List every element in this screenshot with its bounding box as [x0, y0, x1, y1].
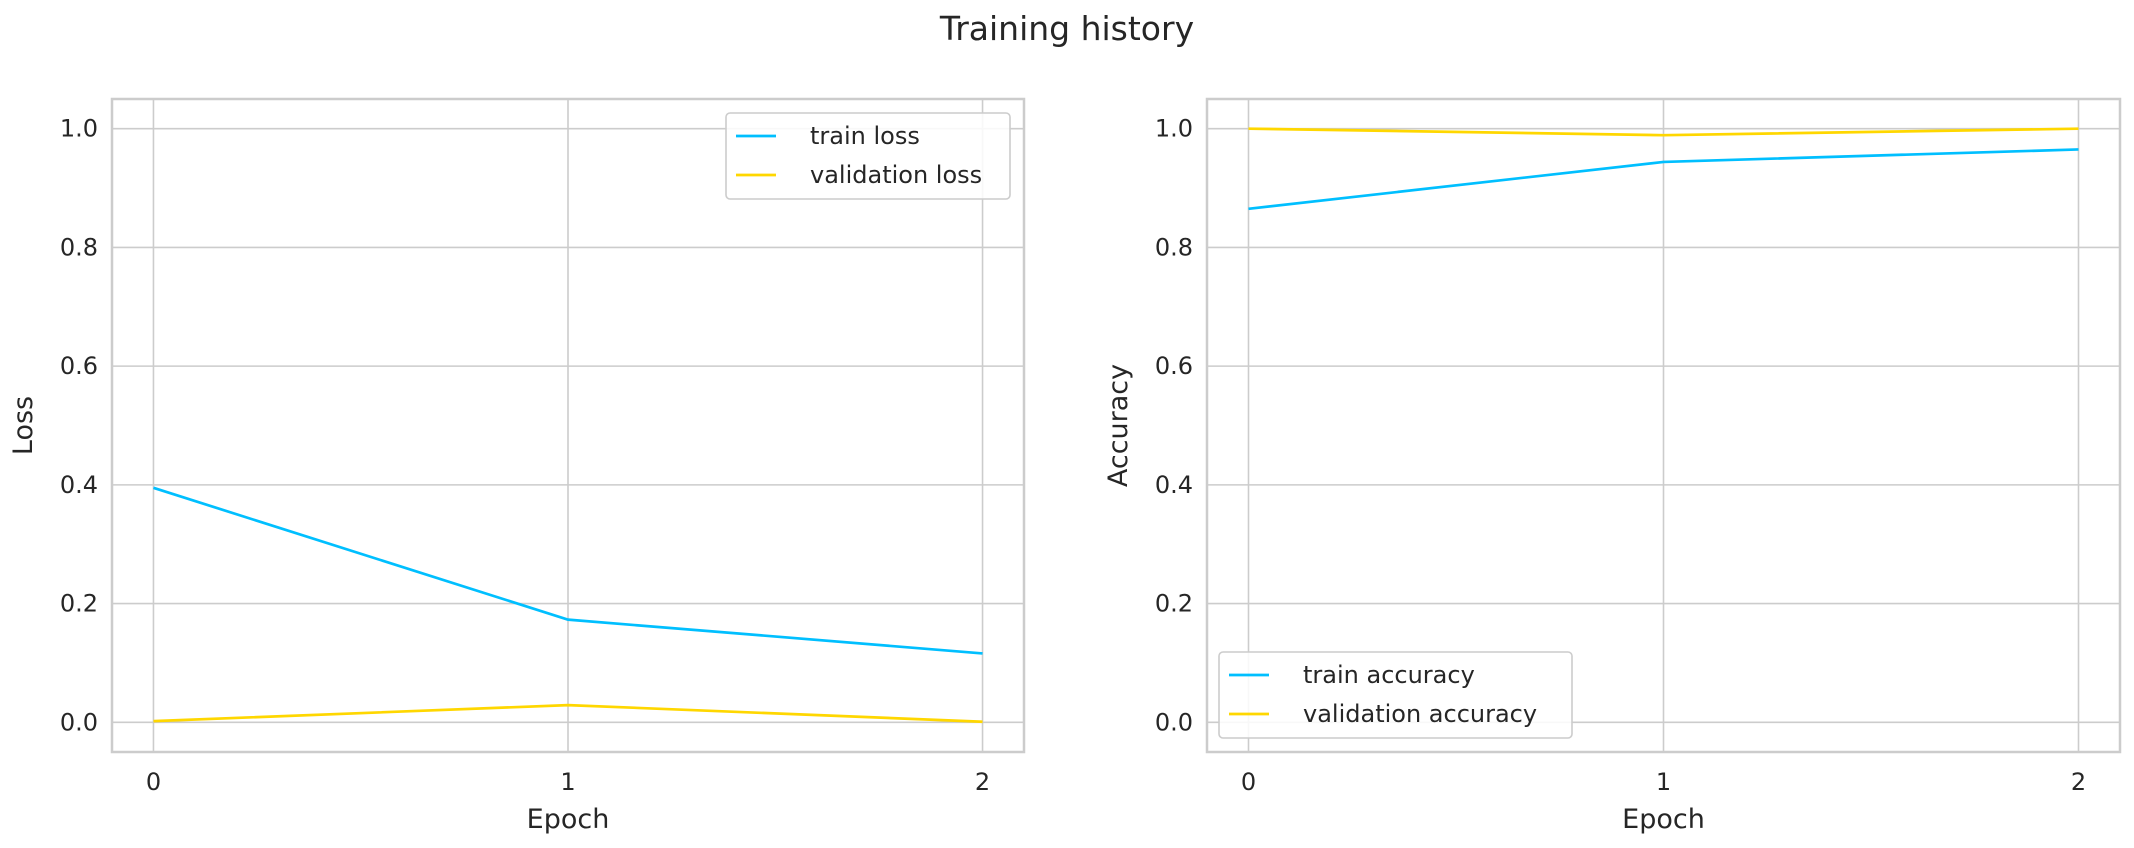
x-tick-label: 0	[146, 768, 161, 796]
x-tick-label: 2	[2071, 768, 2086, 796]
legend-label: train loss	[810, 122, 920, 150]
series-line-validation-accuracy	[1248, 127, 2079, 137]
axes-frame	[1205, 97, 2122, 754]
legend-label: validation loss	[810, 161, 982, 189]
axes-frame	[110, 97, 1026, 754]
legend: train loss validation loss	[725, 112, 1011, 200]
subplot-loss: 0.0 0.2 0.4 0.6 0.8 1.0 0 1 2 Epoch Loss train loss…	[8, 97, 1026, 835]
y-tick-label: 0.6	[60, 352, 98, 380]
y-tick-label: 0.8	[60, 233, 98, 261]
figure-title: Training history	[939, 9, 1194, 48]
y-tick-label: 0.2	[60, 590, 98, 618]
legend-box	[725, 112, 1011, 200]
y-tick-label: 1.0	[1155, 115, 1193, 143]
y-tick-label: 0.2	[1155, 590, 1193, 618]
x-tick-label: 1	[1656, 768, 1671, 796]
y-tick-label: 0.0	[60, 708, 98, 736]
x-tick-label: 1	[560, 768, 575, 796]
series-line-validation-loss	[153, 703, 983, 724]
y-axis-label: Accuracy	[1103, 364, 1134, 487]
x-axis-label: Epoch	[1622, 804, 1705, 835]
legend-box	[1218, 651, 1573, 739]
series-line-train-accuracy	[1248, 148, 2079, 211]
y-tick-label: 0.0	[1155, 708, 1193, 736]
y-tick-label: 0.4	[1155, 471, 1193, 499]
legend: train accuracy validation accuracy	[1218, 651, 1573, 739]
legend-label: validation accuracy	[1303, 700, 1537, 728]
x-tick-label: 0	[1241, 768, 1256, 796]
x-axis-label: Epoch	[527, 804, 610, 835]
y-tick-label: 1.0	[60, 115, 98, 143]
y-tick-label: 0.6	[1155, 352, 1193, 380]
x-tick-label: 2	[975, 768, 990, 796]
legend-label: train accuracy	[1303, 661, 1475, 689]
series-line-train-loss	[153, 486, 983, 655]
y-tick-label: 0.8	[1155, 233, 1193, 261]
subplot-accuracy: 0.0 0.2 0.4 0.6 0.8 1.0 0 1 2 Epoch Accuracy train …	[1103, 97, 2122, 835]
y-tick-label: 0.4	[60, 471, 98, 499]
y-axis-label: Loss	[8, 396, 39, 455]
